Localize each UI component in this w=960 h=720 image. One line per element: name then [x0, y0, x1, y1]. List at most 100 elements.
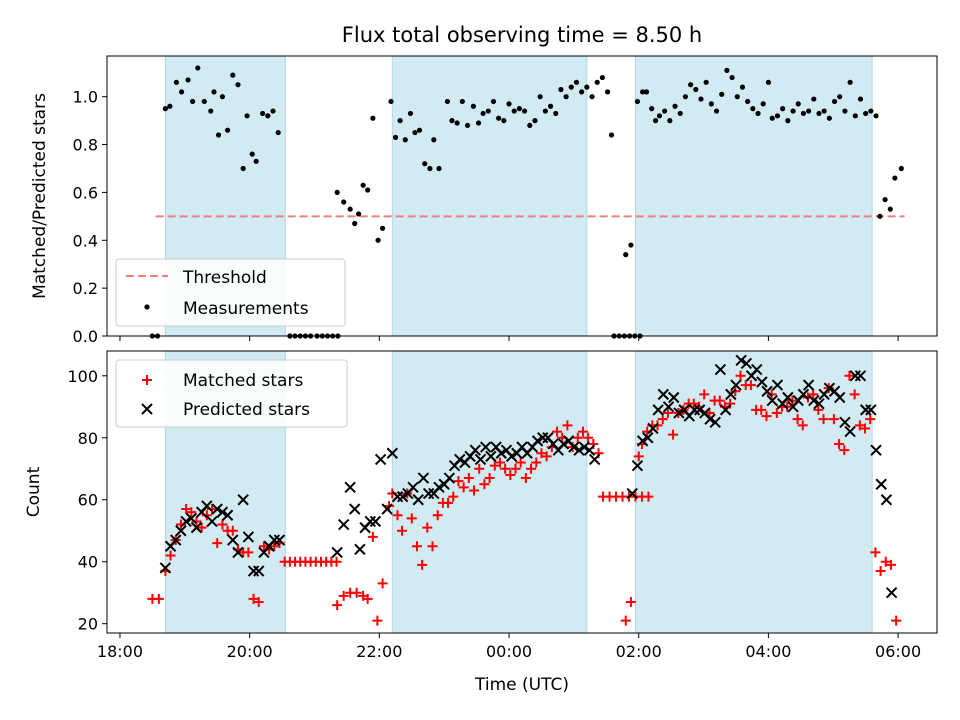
measurement-point [863, 110, 869, 117]
matched-star-point [633, 451, 644, 462]
measurement-point [173, 79, 179, 85]
series-predicted-stars [159, 354, 898, 599]
matched-star-point [458, 482, 469, 493]
measurement-point [623, 252, 629, 258]
measurement-point [402, 137, 408, 143]
matched-star-point [662, 407, 673, 418]
matched-star-point [657, 414, 668, 425]
matched-star-point [870, 547, 881, 558]
x-tick-label: 00:00 [486, 642, 532, 661]
measurement-point [826, 115, 832, 121]
matched-star-point [526, 463, 537, 474]
measurement-point [604, 89, 611, 95]
predicted-star-point [505, 450, 518, 463]
measurement-point [375, 237, 381, 243]
measurement-point [431, 137, 437, 143]
matched-star-point [469, 485, 480, 496]
predicted-star-point [704, 413, 716, 425]
measurement-point [185, 77, 191, 83]
measurement-point [388, 98, 394, 105]
measurement-point [698, 96, 704, 102]
predicted-star-point [273, 534, 286, 546]
series-matched-stars [147, 370, 902, 626]
y-tick-label: 80 [78, 429, 98, 448]
measurement-point [219, 94, 226, 100]
matched-star-point [782, 401, 793, 412]
y-tick-label: 0.6 [73, 183, 98, 202]
axes-frame [106, 55, 938, 337]
predicted-star-point [839, 416, 851, 428]
matched-star-point [745, 380, 756, 391]
measurement-point [599, 74, 606, 81]
x-tick-label: 02:00 [616, 642, 662, 661]
matched-star-point [541, 451, 552, 462]
measurement-point [868, 108, 874, 114]
matched-star-point [362, 593, 373, 604]
bottom-panel: 20 40 60 80 100 18:00 20:00 22:00 00:00 02:00 04:0… [24, 350, 938, 695]
measurement-point [501, 118, 507, 124]
predicted-star-point [730, 379, 742, 391]
measurement-point [370, 115, 376, 121]
predicted-star-point [201, 500, 213, 512]
y-tick-label: 60 [78, 491, 98, 510]
measurement-point [490, 98, 497, 105]
x-tick-label: 04:00 [745, 642, 791, 661]
measurement-point [785, 118, 791, 124]
top-panel: 0.0 0.2 0.4 0.6 0.8 1.0 Matched/Predicted star… [30, 55, 938, 346]
matched-star-point [372, 615, 383, 626]
matched-star-point [839, 445, 850, 456]
predicted-star-point [374, 453, 387, 466]
measurement-point [769, 115, 775, 121]
matched-star-point [583, 432, 594, 443]
measurement-point [677, 110, 683, 117]
matched-star-point [865, 414, 876, 425]
matched-star-point [834, 438, 845, 449]
matched-star-point [351, 587, 362, 598]
matched-star-point [849, 389, 860, 400]
measurement-point [360, 182, 366, 188]
matched-star-point [860, 423, 871, 434]
measurement-point [416, 127, 423, 133]
predicted-star-point [636, 435, 649, 447]
measurement-point [422, 161, 428, 167]
matched-star-point [515, 457, 526, 468]
measurement-point [265, 113, 271, 119]
matched-star-point [377, 578, 388, 589]
measurement-point [235, 82, 241, 88]
measurement-point [249, 151, 255, 157]
measurement-point [584, 84, 590, 90]
predicted-star-point [668, 391, 680, 404]
measurement-point [260, 110, 266, 117]
measurement-point [178, 89, 185, 95]
predicted-star-point [647, 422, 659, 435]
measurement-point [816, 110, 822, 117]
measurement-point [652, 118, 659, 124]
matched-star-point [165, 550, 176, 561]
measurement-point [703, 79, 709, 85]
predicted-star-point [443, 472, 456, 484]
matched-star-point [520, 473, 531, 484]
measurement-point [708, 101, 714, 107]
measurement-point [837, 94, 843, 100]
matched-star-point [766, 389, 777, 400]
matched-star-point [427, 541, 438, 552]
predicted-star-point [479, 441, 492, 453]
matched-star-point [714, 395, 725, 406]
matched-star-point [880, 556, 891, 567]
x-tick-label: 22:00 [356, 642, 402, 661]
measurement-point [516, 106, 523, 112]
predicted-star-point [761, 385, 773, 397]
legend-box [115, 359, 348, 428]
measurement-point [755, 110, 761, 117]
matched-star-point [338, 590, 349, 601]
predicted-star-point [885, 587, 898, 599]
measurement-point [898, 165, 904, 172]
measurement-point [608, 132, 615, 138]
legend-predicted-swatch [141, 403, 153, 415]
measurement-point [412, 129, 418, 136]
predicted-star-point [386, 447, 399, 459]
measurement-point [240, 165, 246, 172]
matched-star-point [813, 404, 824, 415]
measurement-point [774, 113, 781, 119]
legend-measurement-swatch [144, 304, 150, 310]
